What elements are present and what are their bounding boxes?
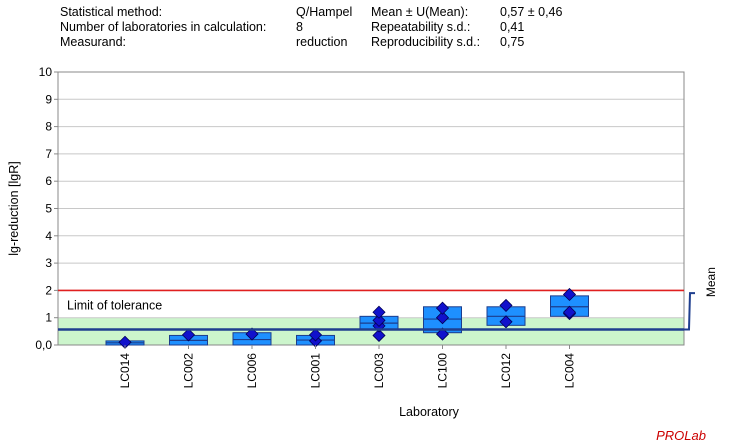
data-point [499,298,513,312]
x-tick-label: LC014 [118,353,132,389]
data-point [372,328,386,343]
mean-label: Mean [704,267,718,297]
data-point [245,327,259,341]
x-tick-label: LC012 [499,353,513,389]
mean-label: Mean ± U(Mean): [371,5,469,19]
y-tick-label: 6 [45,174,52,188]
data-point [372,313,386,327]
data-point [562,287,577,302]
y-tick-label: 4 [45,229,52,243]
data-point [499,315,513,329]
x-axis-title: Laboratory [399,405,460,419]
data-point [435,327,450,341]
repeatability-label: Repeatability s.d.: [371,20,471,34]
y-tick-label: 9 [45,92,52,106]
x-tick-label: LC001 [309,353,323,389]
header-stat-values: 0,57 ± 0,46 0,41 0,75 [500,5,562,50]
data-point [435,301,450,315]
x-tick-label: LC003 [372,353,386,389]
reproducibility-value: 0,75 [500,35,525,49]
y-tick-label: 0,0 [35,338,52,352]
header-values: Q/Hampel 8 reduction [296,5,352,50]
prolab-brand: PROLab [656,428,706,443]
lab-count-value: 8 [296,20,303,34]
data-point [181,328,196,342]
data-point [562,305,577,319]
y-tick-label: 2 [45,283,52,297]
x-tick-label: LC002 [182,353,196,389]
measurand-value: reduction [296,35,348,49]
measurand-label: Measurand: [60,35,127,49]
data-point [308,328,323,342]
y-tick-label: 10 [39,65,53,79]
header-stat-labels: Mean ± U(Mean): Repeatability s.d.: Repr… [371,5,480,50]
header-labels: Statistical method: Number of laboratori… [60,5,266,50]
y-tick-label: 8 [45,120,52,134]
repeatability-value: 0,41 [500,20,525,34]
y-tick-label: 3 [45,256,52,270]
plot-frame [57,71,685,346]
x-tick-label: LC006 [245,353,259,389]
data-point [372,305,386,319]
statistical-method-value: Q/Hampel [296,5,353,19]
statistical-method-label: Statistical method: [60,5,163,19]
x-tick-label: LC100 [436,353,450,389]
y-axis-title: lg-reduction [lgR] [7,161,21,256]
data-point [435,311,450,325]
y-tick-label: 7 [45,147,52,161]
mean-value: 0,57 ± 0,46 [500,5,563,19]
mean-marker [682,292,695,331]
reproducibility-label: Reproducibility s.d.: [371,35,481,49]
x-tick-label: LC004 [563,353,577,389]
y-tick-label: 5 [45,202,52,216]
y-tick-label: 1 [45,311,52,325]
tolerance-label: Limit of tolerance [67,298,162,312]
lab-count-label: Number of laboratories in calculation: [60,20,267,34]
